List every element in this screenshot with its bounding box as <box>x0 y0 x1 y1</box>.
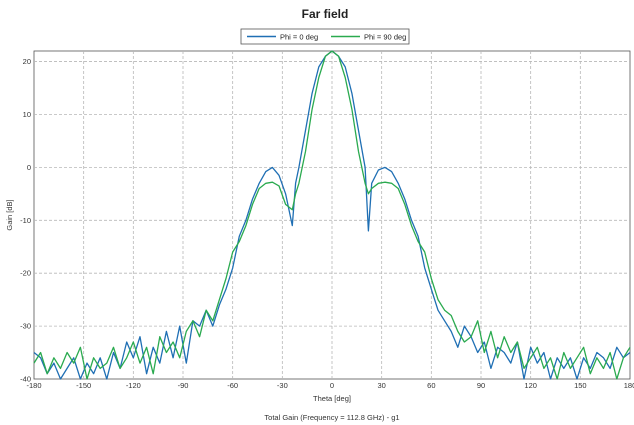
y-axis-label: Gain [dB] <box>5 199 14 230</box>
y-tick-label: 20 <box>23 57 31 66</box>
x-tick-label: -60 <box>227 381 238 390</box>
y-tick-label: -20 <box>20 269 31 278</box>
x-axis-label: Theta [deg] <box>313 394 351 403</box>
x-tick-label: 60 <box>427 381 435 390</box>
y-tick-label: -40 <box>20 375 31 384</box>
y-tick-label: -10 <box>20 216 31 225</box>
x-tick-label: 120 <box>524 381 537 390</box>
x-tick-label: 90 <box>477 381 485 390</box>
y-tick-label: -30 <box>20 322 31 331</box>
x-axis-ticks: -180 -150 -120 -90 -60 -30 0 30 60 90 120 150 180 <box>26 381 634 390</box>
x-tick-label: 150 <box>574 381 587 390</box>
legend-box <box>240 28 410 45</box>
x-tick-label: -90 <box>178 381 189 390</box>
plot-area <box>33 50 631 380</box>
series-group <box>33 50 631 380</box>
legend-label-phi0: Phi = 0 deg <box>280 33 318 42</box>
legend-label-phi90: Phi = 90 deg <box>364 33 406 42</box>
y-axis-ticks: -40 -30 -20 -10 0 10 20 <box>20 57 31 383</box>
x-tick-label: 0 <box>330 381 334 390</box>
x-tick-label: 180 <box>624 381 634 390</box>
x-tick-label: 30 <box>377 381 385 390</box>
legend: Phi = 0 deg Phi = 90 deg <box>240 28 410 45</box>
chart-footer: Total Gain (Frequency = 112.8 GHz) - g1 <box>264 413 399 422</box>
series-line-phi90 <box>33 50 631 380</box>
y-tick-label: 0 <box>27 163 31 172</box>
x-tick-label: -30 <box>277 381 288 390</box>
x-tick-label: -150 <box>76 381 91 390</box>
y-tick-label: 10 <box>23 110 31 119</box>
x-tick-label: -120 <box>126 381 141 390</box>
grid <box>34 51 630 379</box>
x-tick-label: -180 <box>26 381 41 390</box>
chart-title: Far field <box>302 7 349 21</box>
